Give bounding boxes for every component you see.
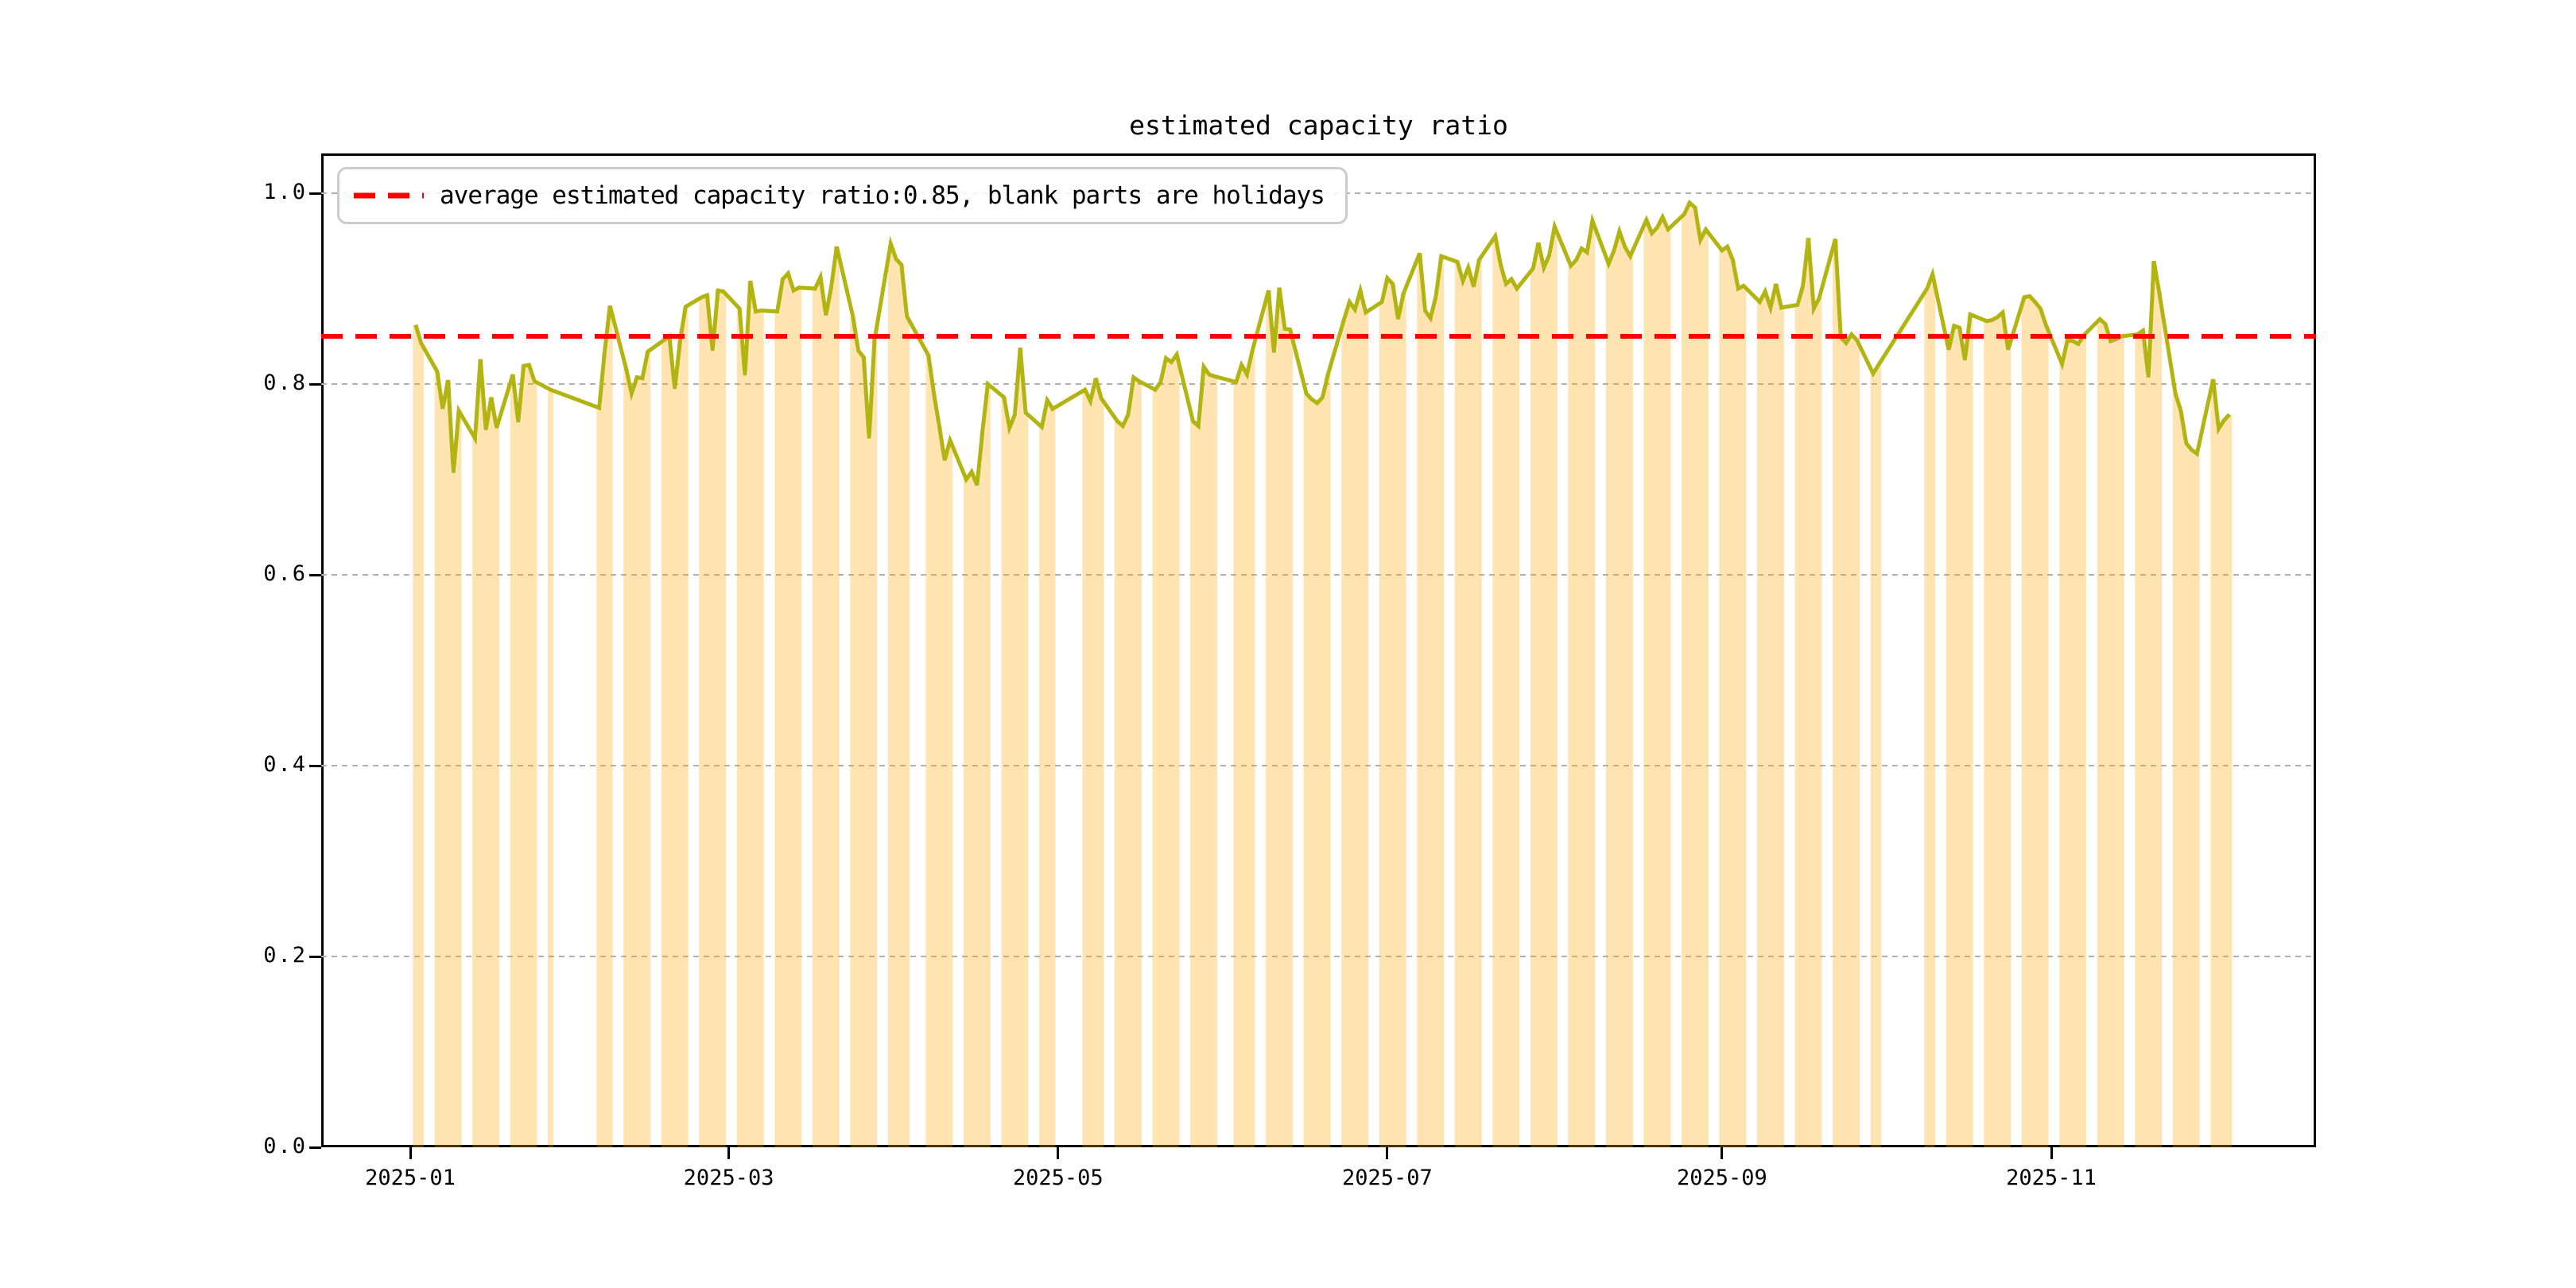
y-tick-label: 0.0 — [263, 1134, 307, 1158]
x-tick-mark — [1057, 1147, 1060, 1159]
x-tick-label: 2025-09 — [1676, 1166, 1767, 1190]
x-tick-mark — [409, 1147, 412, 1159]
workday-bar-group — [2172, 394, 2200, 1147]
workday-bar-group — [1233, 351, 1255, 1147]
workday-bar-group — [1190, 367, 1218, 1147]
workday-bar-group — [1303, 374, 1331, 1147]
y-tick-label: 0.4 — [263, 752, 307, 777]
workday-bar-group — [1984, 312, 2012, 1147]
x-tick-mark — [1721, 1147, 1724, 1159]
workday-bar-group — [1924, 274, 1936, 1147]
workday-bar-group — [1379, 277, 1406, 1147]
y-tick-mark — [309, 1146, 321, 1149]
x-tick-label: 2025-01 — [365, 1166, 456, 1190]
workday-bar-group — [1082, 378, 1104, 1147]
workday-bar-group — [510, 365, 537, 1147]
capacity-ratio-line — [413, 199, 2231, 487]
y-tick-label: 0.6 — [263, 561, 307, 586]
x-tick-mark — [2050, 1147, 2053, 1159]
workday-bar-group — [736, 281, 764, 1147]
workday-bar-group — [413, 324, 424, 1147]
workday-bar-group — [1756, 284, 1784, 1147]
workday-bar-group — [1266, 287, 1294, 1147]
workday-bar-group — [1719, 246, 1747, 1147]
x-tick-label: 2025-07 — [1341, 1166, 1433, 1190]
workday-bar-group — [596, 305, 613, 1147]
workday-bar-group — [472, 359, 500, 1147]
workday-bar-group — [1833, 239, 1860, 1147]
x-tick-mark — [1386, 1147, 1389, 1159]
capacity-ratio-polyline — [413, 199, 2231, 487]
x-tick-label: 2025-03 — [683, 1166, 774, 1190]
x-tick-label: 2025-11 — [2006, 1166, 2097, 1190]
workday-bar-group — [1605, 231, 1633, 1147]
legend-red-dash-icon — [354, 192, 424, 199]
workday-bar-group — [434, 371, 462, 1147]
y-tick-label: 0.8 — [263, 370, 307, 395]
workday-bar-group — [1870, 365, 1882, 1147]
y-tick-mark — [309, 382, 321, 386]
y-tick-mark — [309, 573, 321, 576]
workday-bar-group — [1152, 354, 1180, 1147]
workday-bar-group — [699, 290, 727, 1147]
chart-canvas — [321, 192, 2316, 1147]
workday-bar-group — [1341, 290, 1369, 1147]
workday-bar-group — [2059, 335, 2087, 1147]
workday-bar-group — [1454, 260, 1482, 1147]
workday-bar-group — [623, 351, 651, 1147]
y-tick-mark — [309, 955, 321, 958]
workday-bar-group — [2097, 319, 2124, 1147]
workday-bar-group — [1115, 377, 1142, 1147]
workday-bar-group — [850, 316, 878, 1147]
workday-bar-group — [963, 384, 991, 1147]
workday-bar-group — [812, 246, 840, 1147]
workday-bar-group — [925, 355, 953, 1147]
workday-bar-group — [1038, 400, 1056, 1147]
workday-bar-group — [1794, 238, 1822, 1147]
workday-bar-group — [1001, 347, 1029, 1147]
workday-bar-group — [1681, 203, 1709, 1147]
workday-bars — [413, 203, 2233, 1147]
x-tick-label: 2025-05 — [1012, 1166, 1104, 1190]
workday-bar-group — [548, 390, 553, 1147]
workday-bar-group — [774, 273, 802, 1147]
workday-bar-group — [1643, 217, 1671, 1147]
workday-bar-group — [2021, 296, 2049, 1147]
workday-bar-group — [887, 243, 910, 1147]
workday-bar-group — [661, 306, 689, 1147]
y-tick-label: 1.0 — [263, 180, 307, 204]
y-tick-mark — [309, 764, 321, 767]
workday-bar-group — [2210, 379, 2233, 1147]
workday-bar-group — [2135, 261, 2163, 1147]
y-tick-mark — [309, 192, 321, 195]
legend-label: average estimated capacity ratio:0.85, b… — [440, 181, 1325, 210]
workday-bar-group — [1946, 314, 1973, 1147]
y-tick-label: 0.2 — [263, 943, 307, 968]
workday-bar-group — [1492, 236, 1520, 1147]
workday-bar-group — [1530, 227, 1558, 1147]
chart-title: estimated capacity ratio — [1129, 110, 1508, 141]
x-tick-mark — [727, 1147, 731, 1159]
workday-bar-group — [1568, 220, 1596, 1147]
legend-box: average estimated capacity ratio:0.85, b… — [337, 167, 1348, 224]
workday-bar-group — [1417, 253, 1445, 1147]
